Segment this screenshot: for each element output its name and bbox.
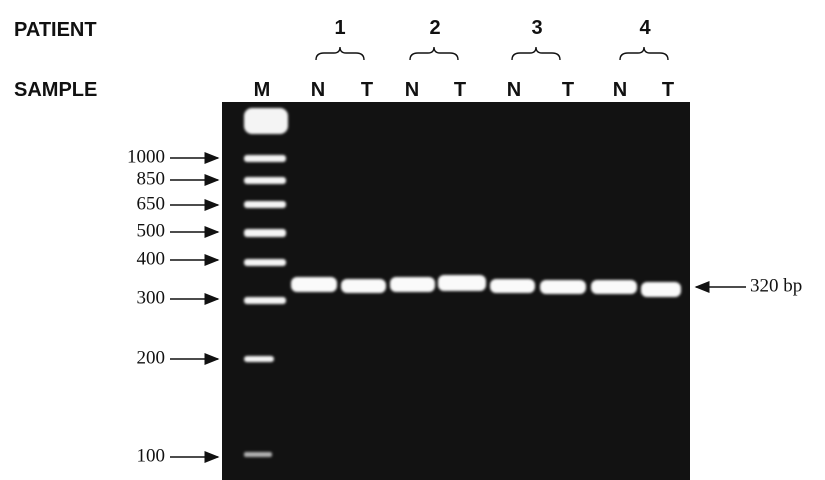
- ladder-band: [244, 452, 272, 457]
- brace: [620, 47, 668, 60]
- band: [341, 279, 386, 293]
- braces: [316, 47, 668, 60]
- lane-label: N: [507, 79, 521, 101]
- marker-label: 300: [137, 287, 166, 308]
- marker-arrows: [170, 158, 218, 457]
- ladder-band: [244, 356, 274, 362]
- ladder-band: [244, 201, 286, 208]
- patient-number: 2: [429, 17, 440, 39]
- band: [438, 275, 486, 291]
- lane-label: N: [311, 79, 325, 101]
- band: [540, 280, 586, 294]
- band: [641, 282, 681, 297]
- patient-number: 4: [639, 17, 651, 39]
- ladder-band: [244, 155, 286, 162]
- marker-labels: 1000 850 650 500 400 300 200 100: [127, 146, 165, 466]
- marker-label: 650: [137, 193, 166, 214]
- ladder-band: [244, 229, 286, 237]
- ladder-well: [244, 108, 288, 134]
- lane-labels: M N T N T N T N T: [254, 79, 674, 101]
- patient-label: PATIENT: [14, 19, 97, 41]
- marker-label: 400: [137, 248, 166, 269]
- lane-label: T: [361, 79, 373, 101]
- patient-number: 1: [334, 17, 345, 39]
- ladder-band: [244, 177, 286, 184]
- marker-label: 100: [137, 445, 166, 466]
- patient-number: 3: [531, 17, 542, 39]
- marker-label: 200: [137, 347, 166, 368]
- brace: [410, 47, 458, 60]
- band: [390, 277, 435, 292]
- lane-label: N: [613, 79, 627, 101]
- band: [591, 280, 637, 294]
- brace: [316, 47, 364, 60]
- band-size-label: 320 bp: [750, 275, 802, 296]
- lane-label: T: [454, 79, 466, 101]
- lane-label: T: [562, 79, 574, 101]
- lane-label: M: [254, 79, 271, 101]
- patient-numbers: 1 2 3 4: [334, 17, 651, 39]
- figure: PATIENT SAMPLE 1 2 3 4 M N T N T N T N T: [0, 0, 825, 480]
- marker-label: 850: [137, 168, 166, 189]
- lane-label: N: [405, 79, 419, 101]
- sample-label: SAMPLE: [14, 79, 97, 101]
- ladder-band: [244, 297, 286, 304]
- lane-label: T: [662, 79, 674, 101]
- band: [291, 277, 337, 292]
- band: [490, 279, 535, 293]
- brace: [512, 47, 560, 60]
- marker-label: 1000: [127, 146, 165, 167]
- ladder-band: [244, 259, 286, 266]
- marker-label: 500: [137, 220, 166, 241]
